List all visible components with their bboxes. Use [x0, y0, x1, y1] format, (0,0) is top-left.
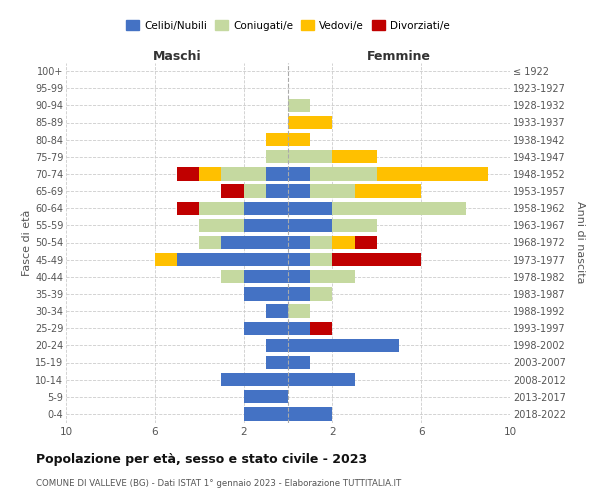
Bar	[288, 218, 332, 232]
Bar	[310, 322, 332, 335]
Bar	[288, 236, 310, 249]
Bar	[332, 150, 377, 164]
Bar	[310, 253, 332, 266]
Bar	[244, 390, 288, 404]
Bar	[310, 167, 377, 180]
Bar	[155, 253, 177, 266]
Bar	[288, 356, 310, 369]
Bar	[244, 287, 288, 300]
Bar	[266, 304, 288, 318]
Bar	[288, 133, 310, 146]
Bar	[288, 304, 310, 318]
Bar	[332, 253, 421, 266]
Bar	[288, 373, 355, 386]
Bar	[244, 184, 266, 198]
Bar	[199, 167, 221, 180]
Bar	[288, 322, 310, 335]
Bar	[199, 236, 221, 249]
Legend: Celibi/Nubili, Coniugati/e, Vedovi/e, Divorziati/e: Celibi/Nubili, Coniugati/e, Vedovi/e, Di…	[123, 18, 453, 34]
Bar	[288, 253, 310, 266]
Bar	[199, 202, 244, 215]
Bar	[266, 356, 288, 369]
Bar	[266, 150, 288, 164]
Bar	[244, 202, 288, 215]
Bar	[221, 270, 244, 283]
Bar	[221, 373, 288, 386]
Text: Popolazione per età, sesso e stato civile - 2023: Popolazione per età, sesso e stato civil…	[36, 452, 367, 466]
Bar	[310, 287, 332, 300]
Bar	[177, 253, 288, 266]
Bar	[266, 338, 288, 352]
Bar	[177, 167, 199, 180]
Bar	[288, 338, 399, 352]
Text: COMUNE DI VALLEVE (BG) - Dati ISTAT 1° gennaio 2023 - Elaborazione TUTTITALIA.IT: COMUNE DI VALLEVE (BG) - Dati ISTAT 1° g…	[36, 479, 401, 488]
Bar	[310, 236, 332, 249]
Bar	[221, 167, 266, 180]
Y-axis label: Anni di nascita: Anni di nascita	[575, 201, 585, 284]
Bar	[244, 270, 288, 283]
Bar	[377, 167, 488, 180]
Bar	[288, 167, 310, 180]
Bar	[288, 150, 332, 164]
Text: Femmine: Femmine	[367, 50, 431, 62]
Bar	[288, 407, 332, 420]
Bar	[310, 184, 355, 198]
Y-axis label: Fasce di età: Fasce di età	[22, 210, 32, 276]
Bar	[332, 202, 466, 215]
Bar	[244, 218, 288, 232]
Bar	[355, 184, 421, 198]
Bar	[288, 116, 332, 129]
Bar	[332, 218, 377, 232]
Bar	[332, 236, 355, 249]
Bar	[288, 270, 310, 283]
Bar	[355, 236, 377, 249]
Bar	[266, 167, 288, 180]
Bar	[288, 98, 310, 112]
Bar	[288, 287, 310, 300]
Bar	[288, 184, 310, 198]
Text: Maschi: Maschi	[152, 50, 202, 62]
Bar	[177, 202, 199, 215]
Bar	[288, 202, 332, 215]
Bar	[244, 407, 288, 420]
Bar	[266, 184, 288, 198]
Bar	[244, 322, 288, 335]
Bar	[199, 218, 244, 232]
Bar	[221, 184, 244, 198]
Bar	[266, 133, 288, 146]
Bar	[310, 270, 355, 283]
Bar	[221, 236, 288, 249]
